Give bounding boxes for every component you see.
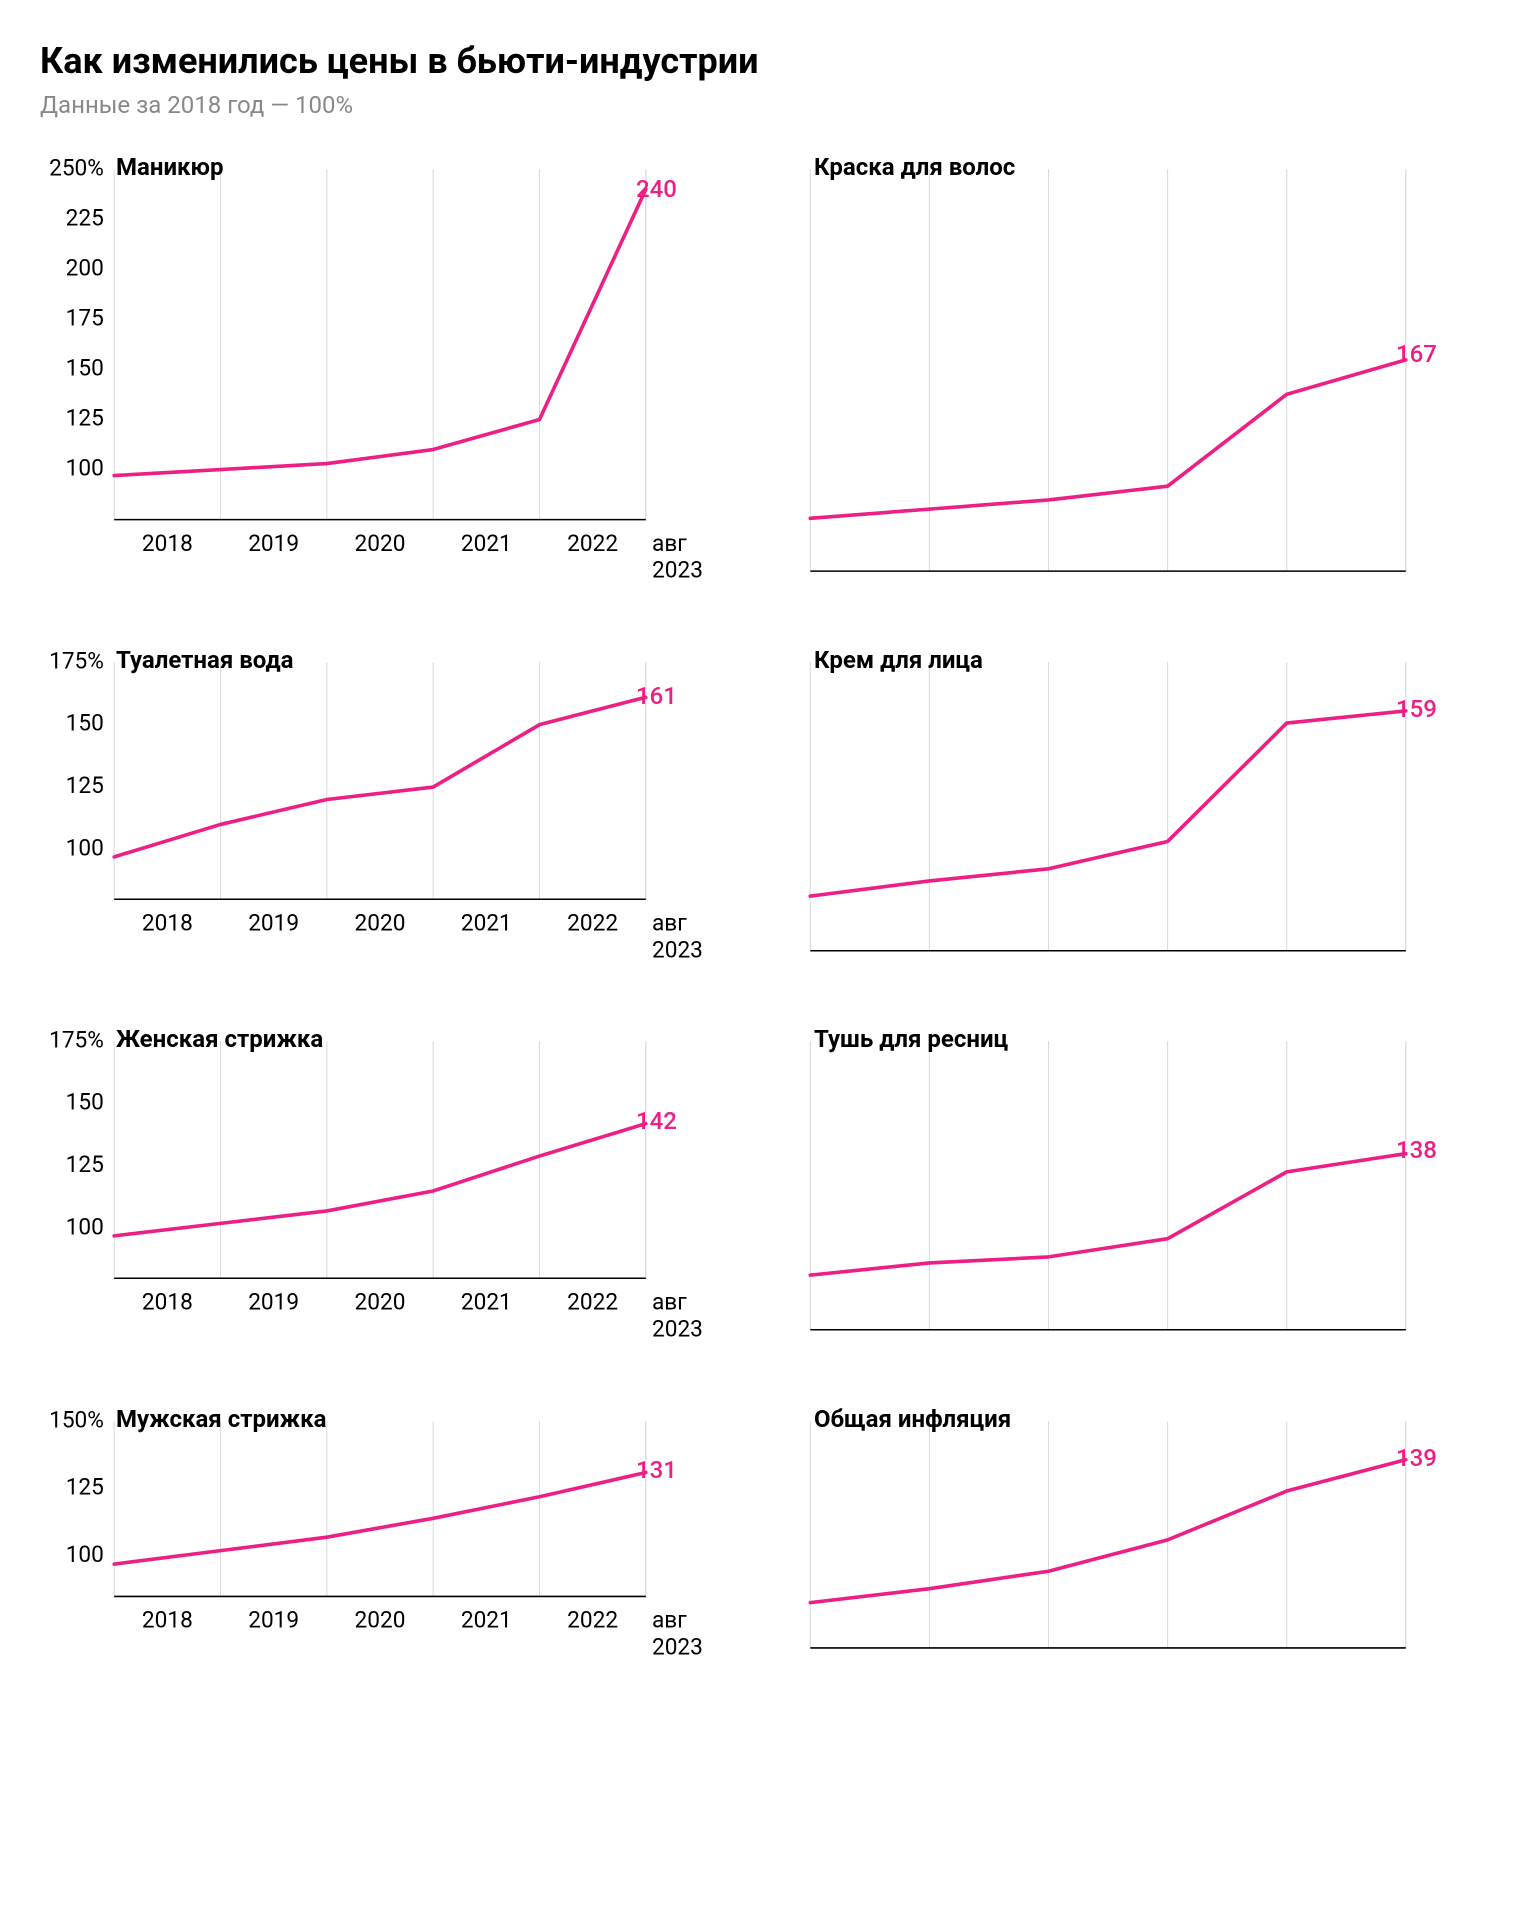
x-tick-label: 2018 <box>142 1606 193 1633</box>
y-tick-label: 175% <box>49 652 104 674</box>
x-tick-label: 2018 <box>142 1289 193 1316</box>
end-label-hair-dye: 167 <box>1396 340 1437 368</box>
x-tick-label: 2022 <box>567 530 618 557</box>
x-tick-label: авг <box>652 1289 687 1316</box>
chart-title-manicure: Маникюр <box>116 153 224 181</box>
end-label-inflation: 139 <box>1396 1444 1437 1472</box>
end-label-face-cream: 159 <box>1396 695 1437 723</box>
series-line <box>114 1124 646 1236</box>
x-tick-label: 2023 <box>652 1316 703 1343</box>
x-tick-label: 2020 <box>355 1289 406 1316</box>
x-tick-label: 2019 <box>248 1289 299 1316</box>
chart-womens-haircut: Женская стрижка142100125150175%201820192… <box>40 1031 720 1350</box>
end-label-womens-haircut: 142 <box>636 1107 677 1135</box>
chart-title-inflation: Общая инфляция <box>814 1405 1011 1433</box>
chart-title-eau-de-toilette: Туалетная вода <box>116 646 293 674</box>
x-tick-label: 2022 <box>567 1606 618 1633</box>
series-line <box>114 697 646 857</box>
x-tick-label: 2018 <box>142 530 193 557</box>
end-label-manicure: 240 <box>636 175 677 203</box>
y-tick-label: 100 <box>66 1214 104 1241</box>
chart-mens-haircut: Мужская стрижка131100125150%201820192020… <box>40 1411 720 1669</box>
y-tick-label: 100 <box>66 1541 104 1568</box>
y-tick-label: 150 <box>66 355 104 382</box>
y-tick-label: 200 <box>66 255 104 282</box>
chart-svg-hair-dye <box>800 159 1480 592</box>
y-tick-label: 125 <box>66 1151 104 1178</box>
y-tick-label: 100 <box>66 455 104 482</box>
series-line <box>810 1154 1406 1275</box>
x-tick-label: 2020 <box>355 1606 406 1633</box>
series-line <box>114 1472 646 1564</box>
y-tick-label: 150% <box>49 1411 104 1433</box>
y-tick-label: 175 <box>66 305 104 332</box>
chart-title-mascara: Тушь для ресниц <box>814 1025 1008 1053</box>
x-tick-label: 2019 <box>248 909 299 936</box>
x-tick-label: авг <box>652 530 687 557</box>
y-tick-label: 125 <box>66 405 104 432</box>
chart-svg-face-cream <box>800 652 1480 971</box>
end-label-eau-de-toilette: 161 <box>636 682 677 710</box>
chart-svg-mens-haircut: 100 125 150% 2018 2019 2020 2021 2022 авг2023 <box>40 1411 720 1669</box>
chart-svg-inflation <box>800 1411 1480 1669</box>
series-line <box>810 1459 1405 1602</box>
chart-title-womens-haircut: Женская стрижка <box>116 1025 323 1053</box>
x-tick-label: 2020 <box>355 909 406 936</box>
chart-inflation: Общая инфляция139 <box>800 1411 1480 1669</box>
chart-title-mens-haircut: Мужская стрижка <box>116 1405 326 1433</box>
chart-title-hair-dye: Краска для волос <box>814 153 1015 181</box>
x-tick-label: 2023 <box>652 936 703 963</box>
x-tick-label: 2019 <box>248 1606 299 1633</box>
y-tick-label: 225 <box>66 205 104 232</box>
x-tick-label: 2021 <box>461 530 512 557</box>
y-tick-label: 250% <box>49 159 104 181</box>
y-tick-label: 125 <box>66 772 104 799</box>
x-tick-label: 2023 <box>652 1633 703 1660</box>
chart-svg-manicure: 100 125 150 175 200 225 250% 2018 2019 2020 2021 20… <box>40 159 720 592</box>
chart-mascara: Тушь для ресниц138 <box>800 1031 1480 1350</box>
x-tick-label: 2021 <box>461 909 512 936</box>
y-tick-label: 125 <box>66 1473 104 1500</box>
chart-eau-de-toilette: Туалетная вода161100125150175%2018201920… <box>40 652 720 971</box>
x-tick-label: 2019 <box>248 530 299 557</box>
x-tick-label: 2022 <box>567 909 618 936</box>
y-tick-label: 150 <box>66 1089 104 1116</box>
x-tick-label: авг <box>652 1606 687 1633</box>
y-tick-label: 100 <box>66 834 104 861</box>
series-line <box>810 711 1406 896</box>
x-tick-label: авг <box>652 909 687 936</box>
x-tick-label: 2021 <box>461 1606 512 1633</box>
x-tick-label: 2023 <box>652 557 703 584</box>
chart-svg-eau-de-toilette: 100 125 150 175% 2018 2019 2020 2021 2022 авг2023 <box>40 652 720 971</box>
x-tick-label: 2022 <box>567 1289 618 1316</box>
x-tick-label: 2021 <box>461 1289 512 1316</box>
chart-svg-mascara <box>800 1031 1480 1350</box>
y-tick-label: 175% <box>49 1031 104 1053</box>
chart-svg-womens-haircut: 100 125 150 175% 2018 2019 2020 2021 2022 авг2023 <box>40 1031 720 1350</box>
x-tick-label: 2018 <box>142 909 193 936</box>
page-title: Как изменились цены в бьюти-индустрии <box>40 40 1480 83</box>
y-tick-label: 150 <box>66 710 104 737</box>
series-line <box>114 190 646 476</box>
chart-hair-dye: Краска для волос167 <box>800 159 1480 592</box>
chart-manicure: Маникюр240100125150175200225250%20182019… <box>40 159 720 592</box>
end-label-mens-haircut: 131 <box>636 1456 677 1484</box>
series-line <box>810 360 1406 518</box>
page-subtitle: Данные за 2018 год — 100% <box>40 91 1480 119</box>
end-label-mascara: 138 <box>1396 1136 1437 1164</box>
charts-grid: Маникюр240100125150175200225250%20182019… <box>40 159 1480 1668</box>
x-tick-label: 2020 <box>355 530 406 557</box>
chart-title-face-cream: Крем для лица <box>814 646 983 674</box>
chart-face-cream: Крем для лица159 <box>800 652 1480 971</box>
